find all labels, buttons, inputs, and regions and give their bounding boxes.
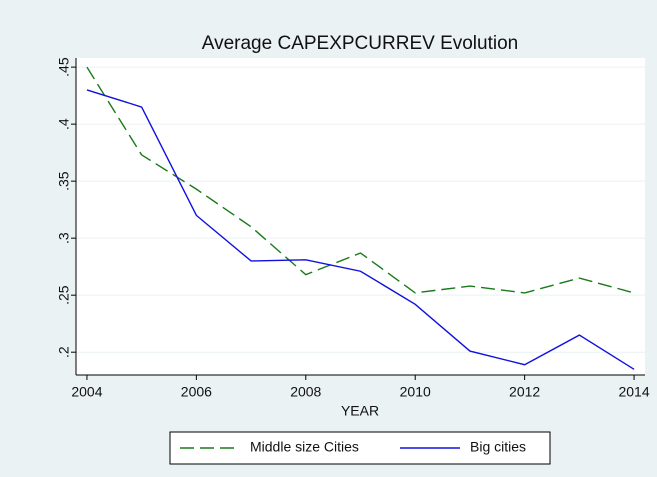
y-tick-label: .45: [56, 57, 72, 77]
x-tick-label: 2014: [618, 384, 649, 400]
y-tick-label: .3: [56, 232, 72, 244]
chart-title: Average CAPEXPCURREV Evolution: [202, 33, 518, 54]
y-tick-label: .2: [56, 346, 72, 358]
plot-area: [76, 58, 645, 375]
y-tick-label: .25: [56, 285, 72, 305]
legend-label: Middle size Cities: [250, 439, 359, 455]
x-tick-label: 2010: [400, 384, 431, 400]
x-tick-label: 2008: [290, 384, 321, 400]
legend-label: Big cities: [470, 439, 526, 455]
x-tick-label: 2004: [71, 384, 102, 400]
y-tick-label: .4: [56, 118, 72, 130]
x-tick-label: 2006: [181, 384, 212, 400]
x-tick-label: 2012: [509, 384, 540, 400]
series-line: [86, 89, 635, 370]
y-tick-label: .35: [56, 171, 72, 191]
x-axis-label: YEAR: [341, 403, 379, 419]
